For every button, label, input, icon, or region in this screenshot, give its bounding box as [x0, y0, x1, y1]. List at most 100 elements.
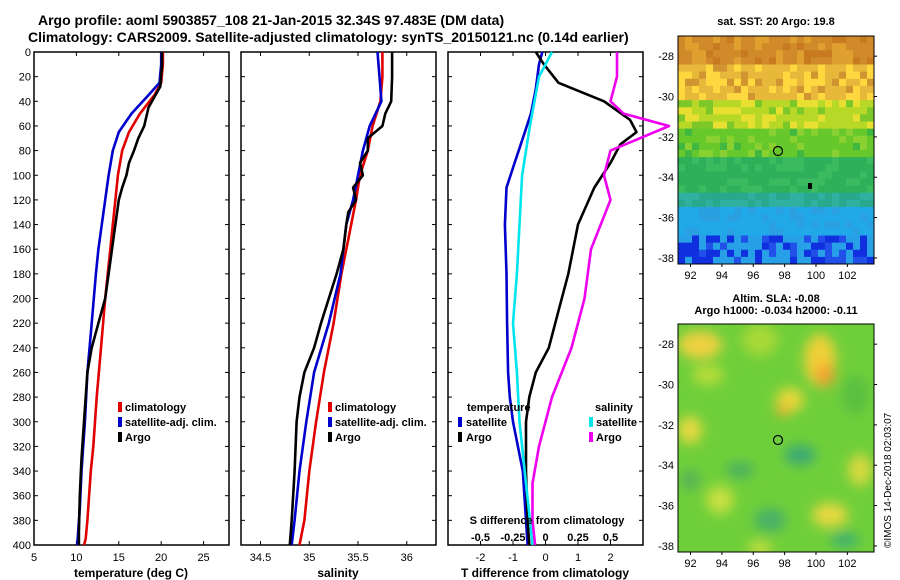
sst-cell — [713, 214, 721, 222]
sst-cell — [790, 50, 798, 58]
sst-cell — [720, 121, 728, 130]
sst-cell — [790, 71, 798, 80]
sst-cell — [741, 164, 749, 172]
sst-cell — [755, 78, 763, 87]
sst-cell — [832, 64, 840, 73]
sst-cell — [741, 78, 749, 87]
sst-cell — [783, 157, 791, 165]
sla-blob — [726, 462, 754, 478]
sst-cell — [720, 199, 728, 208]
sst-cell — [720, 93, 728, 101]
sst-cell — [860, 171, 868, 179]
temperature-x-label: temperature (deg C) — [74, 566, 188, 580]
sst-cell — [699, 150, 707, 158]
x2-tick-label: 0 — [542, 532, 548, 544]
sst-cell — [804, 228, 812, 236]
sst-cell — [678, 57, 686, 65]
sst-cell — [839, 178, 847, 187]
sst-cell — [853, 135, 861, 144]
sla-map-frame — [677, 323, 875, 553]
sst-cell — [825, 50, 833, 58]
sst-cell — [776, 36, 784, 44]
sst-cell — [783, 57, 791, 65]
sst-cell — [748, 36, 756, 44]
sst-cell — [748, 128, 756, 137]
sst-cell — [685, 107, 693, 115]
sst-cell — [713, 228, 721, 236]
sst-cell — [811, 242, 819, 251]
sst-cell — [685, 199, 693, 208]
sst-cell — [797, 107, 805, 115]
sst-cell — [790, 114, 798, 122]
sst-cell — [811, 71, 819, 80]
sst-cell — [678, 214, 686, 222]
sst-cell — [839, 235, 847, 244]
sst-cell — [678, 142, 686, 151]
sst-cell — [839, 78, 847, 87]
sst-cell — [734, 142, 742, 151]
sst-cell — [706, 185, 714, 194]
sst-cell — [832, 43, 840, 51]
sst-cell — [804, 157, 812, 165]
sst-cell — [755, 157, 763, 165]
sst-cell — [706, 164, 714, 172]
sst-cell — [839, 71, 847, 80]
sst-cell — [685, 221, 693, 229]
sst-cell — [755, 185, 763, 194]
sst-cell — [811, 57, 819, 65]
sst-cell — [818, 64, 826, 73]
sst-cell — [832, 107, 840, 115]
sst-cell — [762, 171, 770, 179]
salinity-panel: 34.5 35 35.5 36 salinity climatology satell… — [240, 51, 437, 580]
sst-cell — [769, 114, 777, 122]
sst-cell — [720, 50, 728, 58]
sst-cell — [783, 192, 791, 201]
sla-map-subtitle: Argo h1000: -0.034 h2000: -0.11 — [694, 305, 857, 317]
sla-lat-labels: -28 -30 -32 -34 -36 -38 — [658, 339, 877, 553]
sst-cell — [713, 107, 721, 115]
y-tick-label: 180 — [13, 269, 31, 281]
sst-cell — [734, 121, 742, 130]
y-tick-label: 240 — [13, 343, 31, 355]
sst-cell — [818, 249, 826, 258]
sst-cell — [748, 85, 756, 94]
sst-cell — [860, 71, 868, 80]
sst-cell — [748, 93, 756, 101]
sst-cell — [678, 100, 686, 108]
x-tick-label: 20 — [155, 552, 167, 564]
sst-map-image — [678, 36, 875, 265]
sst-cell — [734, 50, 742, 58]
sst-cell — [818, 135, 826, 144]
sst-cell — [825, 228, 833, 236]
sst-cell — [699, 242, 707, 251]
sst-cell — [776, 171, 784, 179]
sst-cell — [769, 221, 777, 229]
sst-cell — [867, 135, 875, 144]
sst-cell — [727, 199, 735, 208]
sst-cell — [727, 185, 735, 194]
sst-cell — [783, 121, 791, 130]
sst-cell — [741, 64, 749, 73]
sst-cell — [797, 249, 805, 258]
sst-cell — [755, 228, 763, 236]
sst-cell — [769, 85, 777, 94]
sst-cell — [713, 164, 721, 172]
sst-cell — [692, 150, 700, 158]
sst-cell — [755, 43, 763, 51]
sst-cell — [685, 157, 693, 165]
sst-cell — [783, 171, 791, 179]
y-tick-label: 200 — [13, 294, 31, 306]
y-tick-label: 40 — [19, 96, 31, 108]
sla-blob — [706, 486, 734, 514]
sst-cell — [755, 114, 763, 122]
sst-cell — [678, 93, 686, 101]
sst-cell — [678, 85, 686, 94]
lon-label: 96 — [747, 558, 759, 570]
sst-cell — [846, 164, 854, 172]
sst-cell — [818, 242, 826, 251]
sst-cell — [685, 178, 693, 187]
sst-cell — [797, 171, 805, 179]
sst-cell — [804, 50, 812, 58]
sst-cell — [853, 114, 861, 122]
sst-cell — [741, 121, 749, 130]
